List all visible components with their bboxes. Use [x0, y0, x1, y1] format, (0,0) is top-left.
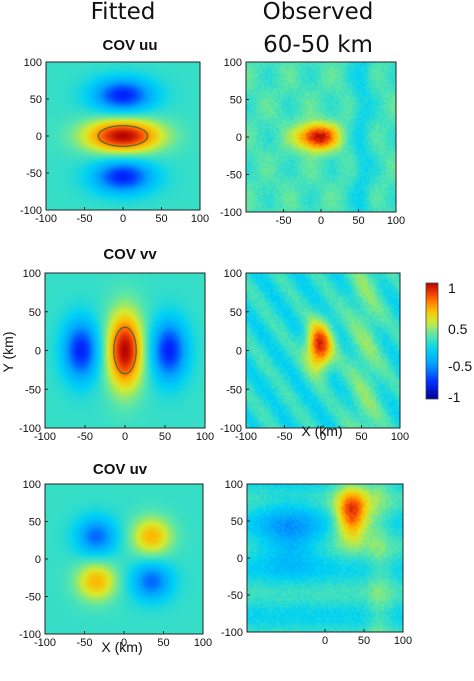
y-tick-label: 100: [224, 268, 242, 280]
x-tick-label: 0: [322, 635, 328, 647]
colorbar-gradient: [425, 282, 439, 400]
y-tick-label: 0: [236, 346, 242, 358]
heatmap-image: [45, 484, 203, 634]
y-tick-label: 0: [35, 554, 41, 566]
x-tick-label: 50: [355, 431, 367, 443]
colorbar-tick-label: -1: [448, 389, 461, 405]
heatmap-image: [46, 62, 200, 210]
heatmap-panel-obs-uu: -50 0 50 100 -100 -50 0 50 100: [220, 57, 405, 227]
heatmap-panel-uv: -100 -50 0 50 100 -100 -50 0 50 100: [19, 479, 212, 649]
y-tick-label: 100: [24, 57, 42, 69]
panel-title-uv: COV uv: [93, 461, 148, 478]
y-tick-label: -50: [226, 384, 242, 396]
x-tick-label: 100: [194, 637, 212, 649]
colorbar-tick-label: -0.5: [448, 358, 472, 374]
x-tick-label: -50: [276, 215, 292, 227]
y-tick-label: 50: [230, 95, 242, 107]
y-tick-label: 100: [23, 268, 41, 280]
y-tick-label: -100: [221, 627, 243, 639]
x-tick-label: -50: [77, 431, 93, 443]
panel-title-vv: COV vv: [103, 246, 157, 263]
x-axis-label-fitted: X (km): [101, 639, 142, 655]
heatmap-image: [247, 484, 403, 632]
x-tick-label: 100: [191, 213, 209, 225]
y-tick-label: -50: [25, 592, 41, 604]
heatmap-panel-obs-vv: -100 -50 0 50 100 -100 -50 0 50 100: [220, 268, 409, 443]
y-tick-label: 100: [224, 57, 242, 69]
x-tick-label: 50: [352, 215, 364, 227]
x-tick-label: 0: [318, 215, 324, 227]
x-tick-label: 100: [387, 215, 405, 227]
heatmap-image: [246, 273, 400, 428]
y-tick-label: -100: [220, 423, 242, 435]
y-tick-label: 50: [29, 517, 41, 529]
header-observed: Observed: [263, 0, 374, 25]
y-tick-label: 50: [30, 94, 42, 106]
header-altitude: 60-50 km: [263, 32, 373, 58]
y-tick-label: 50: [230, 307, 242, 319]
panel-title-uu: COV uu: [103, 37, 158, 54]
x-tick-label: -100: [235, 431, 257, 443]
heatmap-panel-vv: -100 -50 0 50 100 -100 -50 0 50 100: [19, 268, 214, 443]
y-tick-label: 0: [237, 553, 243, 565]
y-tick-label: 0: [35, 346, 41, 358]
contour-line: [113, 326, 137, 375]
y-tick-label: -50: [25, 384, 41, 396]
x-tick-label: 50: [155, 213, 167, 225]
x-tick-label: 100: [391, 431, 409, 443]
x-tick-label: 0: [121, 637, 127, 649]
heatmap-panel-obs-uv: 0 50 100 -100 -50 0 50 100: [221, 479, 412, 647]
y-tick-label: -100: [19, 423, 41, 435]
y-tick-label: -50: [226, 170, 242, 182]
y-tick-label: 50: [231, 516, 243, 528]
y-tick-label: -100: [19, 629, 41, 641]
y-tick-label: 100: [225, 479, 243, 491]
colorbar-tick-label: 0.5: [448, 321, 468, 337]
y-tick-label: 0: [36, 131, 42, 143]
heatmap-panel-uu: -100 -50 0 50 100 -100 -50 0 50 100: [20, 57, 209, 225]
y-tick-label: 50: [29, 307, 41, 319]
contour-line: [97, 124, 149, 148]
x-tick-label: -50: [77, 637, 93, 649]
y-tick-label: -50: [227, 590, 243, 602]
header-fitted: Fitted: [91, 0, 156, 25]
x-tick-label: 50: [159, 431, 171, 443]
x-tick-label: -50: [277, 431, 293, 443]
x-tick-label: 50: [157, 637, 169, 649]
x-tick-label: 50: [358, 635, 370, 647]
x-tick-label: -100: [34, 431, 56, 443]
x-axis-label-observed: X (km): [301, 423, 342, 439]
y-tick-label: 0: [236, 132, 242, 144]
x-tick-label: 0: [122, 431, 128, 443]
x-tick-label: 0: [320, 431, 326, 443]
x-tick-label: -100: [35, 213, 57, 225]
colorbar: 1 0.5 -0.5 -1: [425, 280, 472, 405]
colorbar-tick-label: 1: [448, 280, 456, 296]
y-tick-label: -50: [26, 168, 42, 180]
y-tick-label: -100: [20, 205, 42, 217]
y-tick-label: 100: [23, 479, 41, 491]
x-tick-label: 100: [196, 431, 214, 443]
x-tick-label: -50: [77, 213, 93, 225]
heatmap-image: [246, 62, 396, 212]
x-tick-label: -100: [34, 637, 56, 649]
y-tick-label: -100: [220, 207, 242, 219]
x-tick-label: 0: [120, 213, 126, 225]
x-tick-label: 100: [394, 635, 412, 647]
heatmap-image: [45, 273, 205, 428]
y-axis-label: Y (km): [0, 332, 16, 373]
